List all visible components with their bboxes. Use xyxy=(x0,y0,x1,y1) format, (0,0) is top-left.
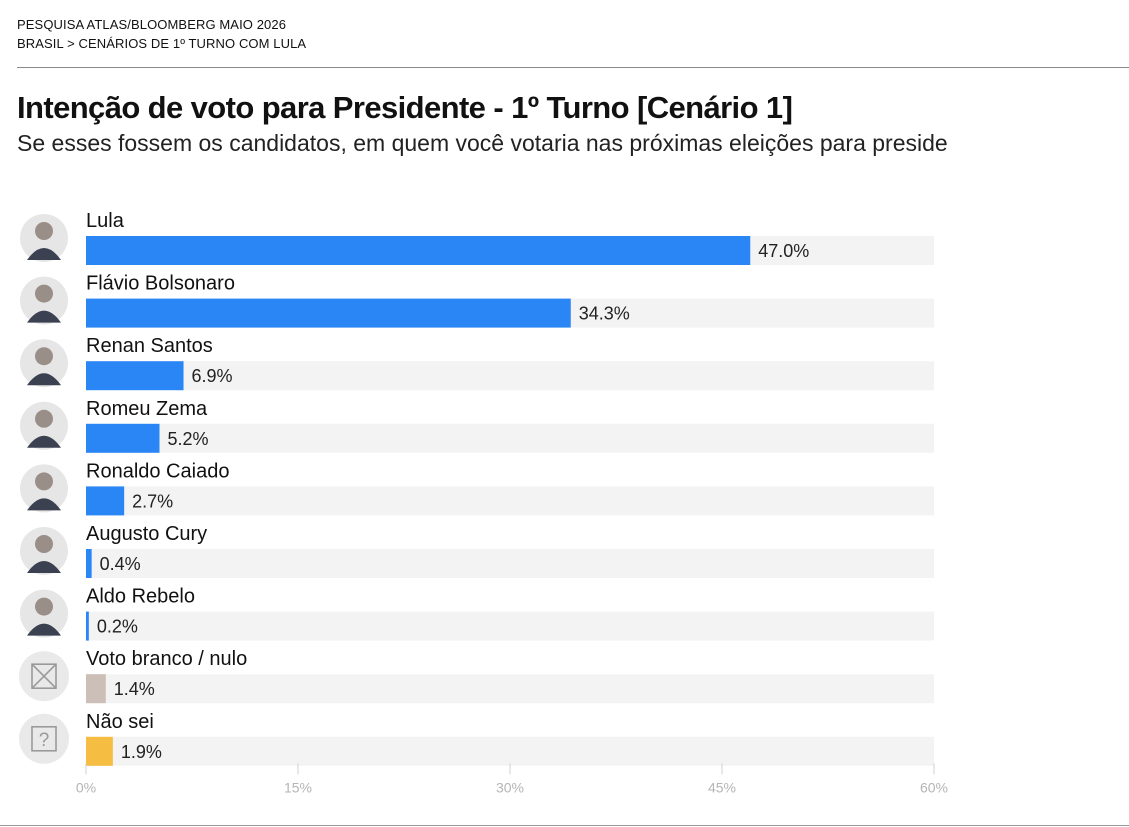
question-mark-icon: ? xyxy=(39,730,50,751)
x-box-icon xyxy=(31,663,57,690)
bar xyxy=(86,298,571,328)
bar xyxy=(86,611,89,641)
category-label: Aldo Rebelo xyxy=(86,586,195,608)
kicker: PESQUISA ATLAS/BLOOMBERG MAIO 2026 BRASI… xyxy=(17,15,306,53)
category-label: Voto branco / nulo xyxy=(86,648,247,670)
footer-divider xyxy=(0,825,1129,826)
category-label: Flávio Bolsonaro xyxy=(86,273,235,295)
bar-track xyxy=(86,674,934,704)
chart-subtitle: Se esses fossem os candidatos, em quem v… xyxy=(17,130,948,156)
bar xyxy=(86,486,125,516)
avatar-head-icon xyxy=(35,284,53,303)
value-label: 6.9% xyxy=(192,366,233,386)
avatar-body-icon xyxy=(27,561,61,573)
bar xyxy=(86,674,106,704)
category-label: Lula xyxy=(86,210,125,232)
value-label: 1.9% xyxy=(121,742,162,762)
avatar-body-icon xyxy=(27,373,61,386)
category-label: Renan Santos xyxy=(86,335,213,357)
category-label: Augusto Cury xyxy=(86,523,207,545)
question-box-icon xyxy=(31,725,57,752)
bar xyxy=(86,423,160,453)
x-tick-label: 60% xyxy=(920,779,948,795)
bar-track xyxy=(86,361,934,391)
value-label: 2.7% xyxy=(132,491,173,511)
category-label: Romeu Zema xyxy=(86,398,208,420)
kicker-source: PESQUISA ATLAS/BLOOMBERG MAIO 2026 xyxy=(17,17,287,32)
bar xyxy=(86,361,184,391)
bar-track xyxy=(86,736,934,766)
x-mark-icon xyxy=(31,663,57,689)
bar-track xyxy=(86,611,934,641)
value-label: 5.2% xyxy=(167,429,208,449)
value-label: 47.0% xyxy=(758,241,809,261)
kicker-breadcrumb: BRASIL > CENÁRIOS DE 1º TURNO COM LULA xyxy=(17,36,307,51)
avatar-body-icon xyxy=(27,435,61,448)
avatar-body-icon xyxy=(27,498,61,511)
avatar-head-icon xyxy=(35,347,53,366)
value-label: 1.4% xyxy=(114,679,155,699)
bar-track xyxy=(86,423,934,453)
category-label: Não sei xyxy=(86,711,154,733)
bar-track xyxy=(86,486,934,516)
bar-track xyxy=(86,549,934,578)
avatar-body-icon xyxy=(27,310,61,323)
bar xyxy=(86,736,113,766)
avatar-body-icon xyxy=(27,623,61,636)
bar xyxy=(86,236,751,265)
value-label: 0.2% xyxy=(97,617,138,637)
bar xyxy=(86,549,92,578)
avatar-head-icon xyxy=(35,472,53,491)
x-tick-label: 45% xyxy=(708,779,736,795)
category-label: Ronaldo Caiado xyxy=(86,460,229,482)
x-tick-label: 30% xyxy=(496,779,524,795)
x-tick-label: 0% xyxy=(76,779,96,795)
value-label: 0.4% xyxy=(100,554,141,574)
value-label: 34.3% xyxy=(579,304,630,324)
avatar-head-icon xyxy=(35,535,53,553)
avatar-head-icon xyxy=(35,222,53,240)
bar-chart: Lula 47.0% Flávio Bolsonaro 34.3% Renan Sant… xyxy=(19,210,948,795)
x-tick-label: 15% xyxy=(284,779,312,795)
chart-title: Intenção de voto para Presidente - 1º Tu… xyxy=(17,90,793,125)
avatar-body-icon xyxy=(27,248,61,260)
avatar-head-icon xyxy=(35,597,53,616)
avatar-head-icon xyxy=(35,409,53,428)
header-divider xyxy=(17,67,1129,68)
